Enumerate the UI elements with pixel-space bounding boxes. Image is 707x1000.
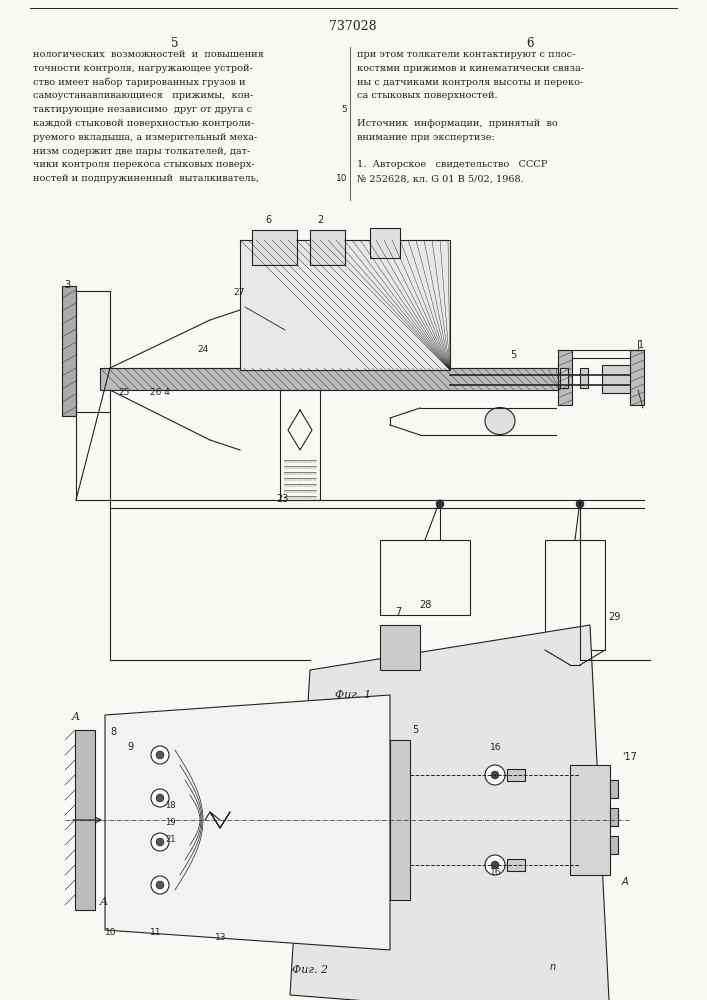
Text: 24: 24 [197, 345, 209, 354]
Circle shape [491, 861, 499, 869]
Bar [100, 368, 560, 390]
Circle shape [491, 771, 499, 779]
Text: 26 4: 26 4 [150, 388, 170, 397]
Text: 3: 3 [64, 280, 70, 290]
Text: нологических  возможностей  и  повышения: нологических возможностей и повышения [33, 50, 264, 59]
Text: 13: 13 [215, 933, 226, 942]
Text: № 252628, кл. G 01 B 5/02, 1968.: № 252628, кл. G 01 B 5/02, 1968. [357, 174, 524, 183]
Bar [62, 286, 76, 416]
Circle shape [156, 794, 164, 802]
Text: ностей и подпружиненный  выталкиватель,: ностей и подпружиненный выталкиватель, [33, 174, 259, 183]
Text: 28: 28 [419, 600, 431, 610]
Text: каждой стыковой поверхностью контроли-: каждой стыковой поверхностью контроли- [33, 119, 254, 128]
Bar [507, 769, 525, 781]
Bar [310, 230, 345, 265]
Text: руемого вкладыша, а измерительный меха-: руемого вкладыша, а измерительный меха- [33, 133, 257, 142]
Text: точности контроля, нагружающее устрой-: точности контроля, нагружающее устрой- [33, 64, 252, 73]
Text: 16: 16 [490, 743, 501, 752]
Bar [75, 730, 95, 910]
Text: n: n [550, 962, 556, 972]
Text: A: A [72, 712, 80, 722]
Text: Фиг. 1: Фиг. 1 [335, 690, 371, 700]
Bar [570, 765, 610, 875]
Text: 8: 8 [110, 727, 116, 737]
Bar [370, 228, 400, 258]
Text: 11: 11 [150, 928, 161, 937]
Text: 21: 21 [165, 835, 175, 844]
Text: тактирующие независимо  друг от друга с: тактирующие независимо друг от друга с [33, 105, 252, 114]
Text: 7: 7 [395, 607, 401, 617]
Text: 25: 25 [118, 388, 129, 397]
Circle shape [156, 751, 164, 759]
Text: 2: 2 [317, 215, 323, 225]
Circle shape [485, 765, 505, 785]
Bar [380, 540, 470, 615]
Text: ны с датчиками контроля высоты и переко-: ны с датчиками контроля высоты и переко- [357, 78, 583, 87]
Text: 5: 5 [510, 350, 516, 360]
Text: 18: 18 [165, 801, 175, 810]
Bar [390, 740, 410, 900]
Bar [545, 540, 605, 650]
Text: 6: 6 [265, 215, 271, 225]
Circle shape [576, 500, 584, 508]
Bar [240, 240, 450, 370]
Text: са стыковых поверхностей.: са стыковых поверхностей. [357, 91, 498, 100]
Circle shape [156, 838, 164, 846]
Bar [602, 365, 630, 393]
Text: 23: 23 [276, 494, 288, 504]
Polygon shape [290, 625, 610, 1000]
Bar [610, 808, 618, 826]
Ellipse shape [485, 408, 515, 434]
Text: 9: 9 [127, 742, 133, 752]
Bar [610, 836, 618, 854]
Circle shape [436, 500, 444, 508]
Text: Фиг. 2: Фиг. 2 [292, 965, 328, 975]
Text: 1: 1 [638, 340, 644, 350]
Circle shape [151, 789, 169, 807]
Circle shape [151, 833, 169, 851]
Polygon shape [105, 695, 390, 950]
Text: внимание при экспертизе:: внимание при экспертизе: [357, 133, 495, 142]
Text: '17: '17 [622, 752, 637, 762]
Circle shape [151, 746, 169, 764]
Bar [630, 350, 644, 405]
Text: костями прижимов и кинематически связа-: костями прижимов и кинематически связа- [357, 64, 584, 73]
Bar [610, 780, 618, 798]
Text: 1.  Авторское   свидетельство   СССР: 1. Авторское свидетельство СССР [357, 160, 547, 169]
Text: 737028: 737028 [329, 20, 377, 33]
Text: 10: 10 [105, 928, 117, 937]
Text: 5: 5 [341, 105, 347, 114]
Bar [507, 859, 525, 871]
Text: 5: 5 [412, 725, 419, 735]
Text: 27: 27 [233, 288, 245, 297]
Bar [580, 368, 588, 388]
Circle shape [156, 881, 164, 889]
Text: 19: 19 [165, 818, 175, 827]
Text: A: A [622, 877, 629, 887]
Text: 29: 29 [608, 612, 620, 622]
Text: ство имеет набор тарированных грузов и: ство имеет набор тарированных грузов и [33, 78, 245, 87]
Bar [560, 368, 568, 388]
Circle shape [151, 876, 169, 894]
Bar [558, 350, 572, 405]
Text: 5: 5 [171, 37, 179, 50]
Text: A: A [100, 897, 108, 907]
Text: 10: 10 [336, 174, 347, 183]
Text: чики контроля перекоса стыковых поверх-: чики контроля перекоса стыковых поверх- [33, 160, 255, 169]
Text: 6: 6 [526, 37, 534, 50]
Text: при этом толкатели контактируют с плос-: при этом толкатели контактируют с плос- [357, 50, 575, 59]
Text: низм содержит две пары толкателей, дат-: низм содержит две пары толкателей, дат- [33, 147, 250, 156]
Text: Источник  информации,  принятый  во: Источник информации, принятый во [357, 119, 558, 128]
Polygon shape [380, 625, 420, 670]
Text: 16: 16 [490, 868, 501, 877]
Text: самоустанавливающиеся   прижимы,  кон-: самоустанавливающиеся прижимы, кон- [33, 91, 253, 100]
Bar [252, 230, 297, 265]
Circle shape [485, 855, 505, 875]
